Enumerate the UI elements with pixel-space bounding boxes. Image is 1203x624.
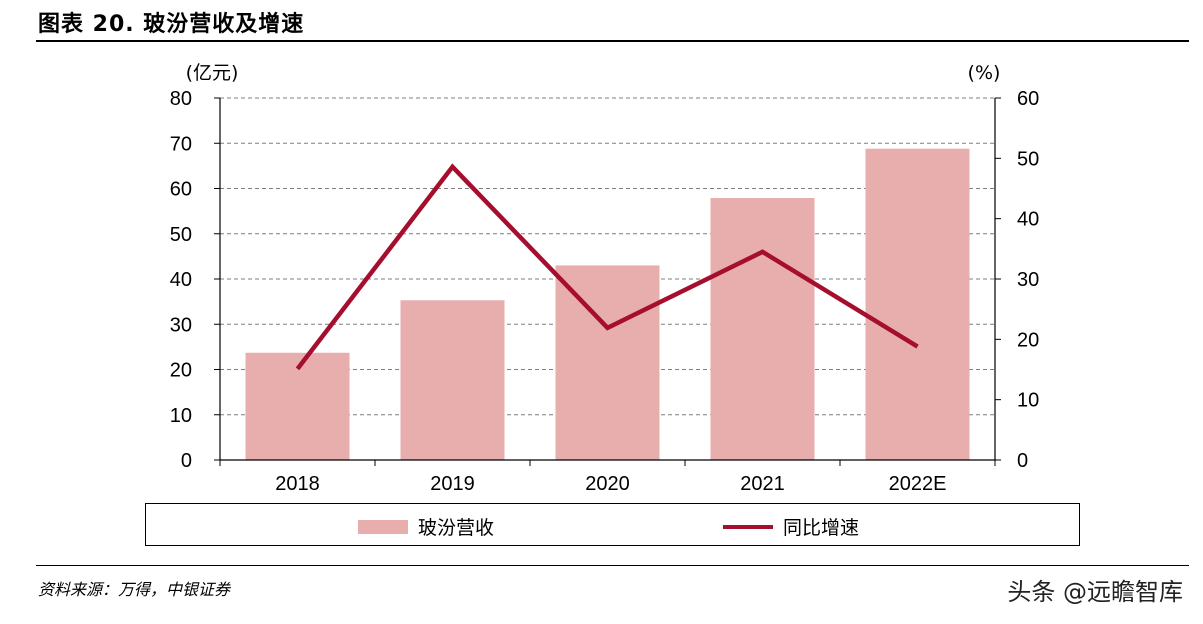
x-tick-label: 2020 — [585, 473, 630, 495]
x-tick-label: 2021 — [740, 473, 785, 495]
y-left-tick-label: 30 — [170, 314, 192, 336]
bar-2022E — [865, 148, 970, 460]
bar-2020 — [555, 265, 660, 460]
y-left-tick-label: 60 — [170, 179, 192, 201]
legend-item-growth: 同比增速 — [723, 513, 859, 540]
y-right-tick-label: 30 — [1017, 269, 1039, 291]
x-tick-label: 2022E — [889, 473, 947, 495]
figure-title: 图表 20. 玻汾营收及增速 — [38, 12, 305, 37]
y-right-tick-label: 10 — [1017, 390, 1039, 412]
legend-label-revenue: 玻汾营收 — [418, 517, 495, 539]
legend-item-revenue: 玻汾营收 — [358, 513, 494, 540]
y-right-unit-label: (%) — [968, 62, 1001, 84]
footer-rule — [36, 565, 1189, 566]
bar-2021 — [710, 198, 815, 460]
x-tick-label: 2018 — [275, 473, 320, 495]
bar-2018 — [245, 352, 350, 460]
y-right-tick-label: 50 — [1017, 148, 1039, 170]
y-left-tick-label: 40 — [170, 269, 192, 291]
x-tick-label: 2019 — [430, 473, 475, 495]
bar-2019 — [400, 300, 505, 460]
combo-chart: 0 10 20 30 40 50 60 70 80 0 10 20 30 40 50 60 2018 2019 20… — [170, 62, 1040, 495]
chart-legend: 玻汾营收 同比增速 — [145, 503, 1080, 546]
y-right-tick-label: 60 — [1017, 88, 1039, 110]
legend-swatch-line — [723, 524, 773, 529]
y-right-tick-label: 40 — [1017, 209, 1039, 231]
y-left-tick-label: 50 — [170, 224, 192, 246]
watermark: 头条 @远瞻智库 — [1007, 578, 1183, 606]
y-left-tick-label: 80 — [170, 88, 192, 110]
y-left-tick-label: 70 — [170, 133, 192, 155]
source-note: 资料来源：万得，中银证券 — [38, 580, 231, 599]
y-left-tick-label: 20 — [170, 360, 192, 382]
legend-swatch-bar — [358, 519, 408, 534]
y-right-tick-label: 0 — [1017, 450, 1028, 472]
y-left-tick-label: 0 — [181, 450, 192, 472]
legend-label-growth: 同比增速 — [783, 517, 860, 539]
y-right-tick-label: 20 — [1017, 329, 1039, 351]
title-rule — [36, 40, 1189, 42]
y-left-tick-label: 10 — [170, 405, 192, 427]
y-left-unit-label: (亿元) — [186, 62, 239, 84]
